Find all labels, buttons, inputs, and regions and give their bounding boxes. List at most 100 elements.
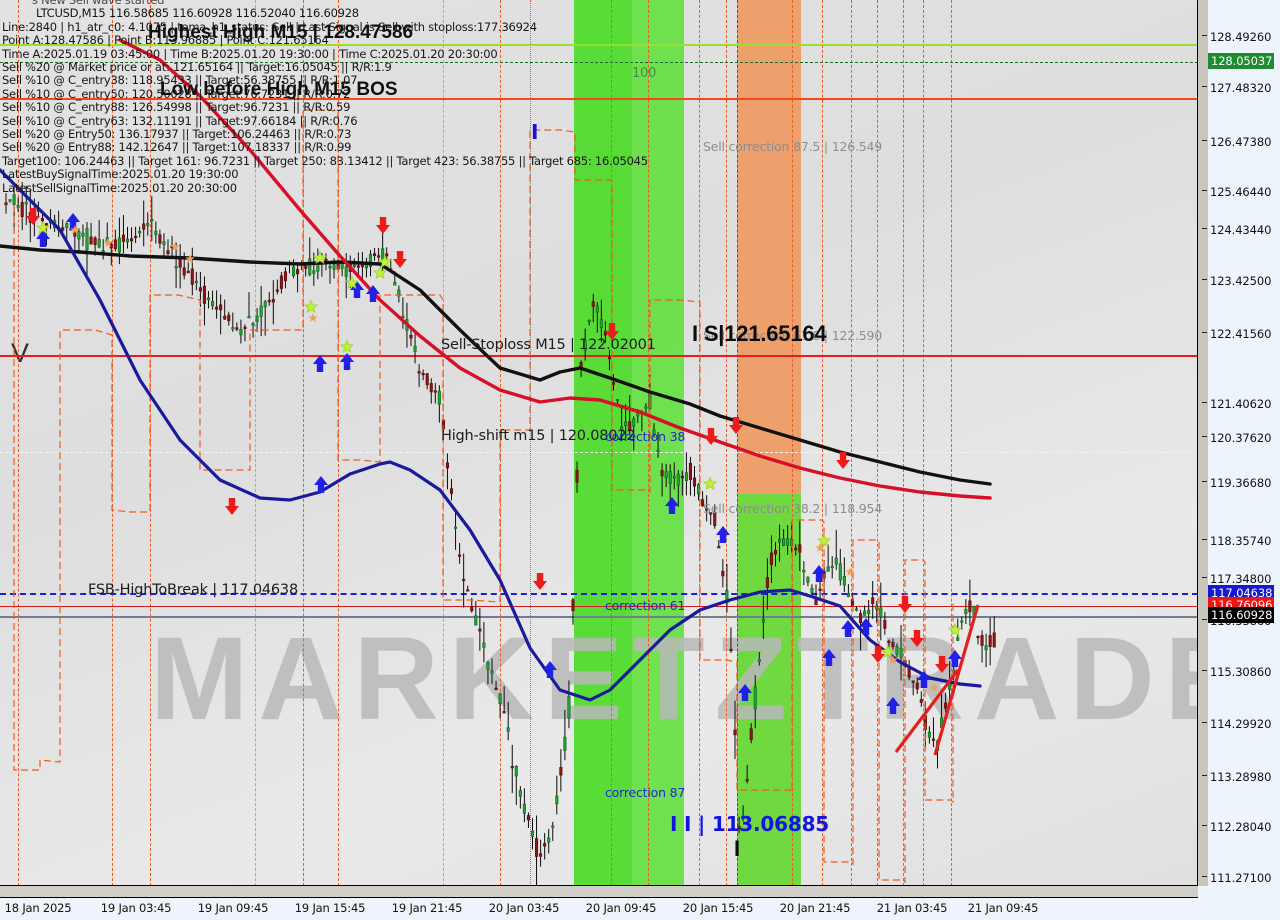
price-tick-0: 128.49260 bbox=[1202, 30, 1272, 44]
price-tick-label: 113.28980 bbox=[1210, 770, 1272, 784]
price-tick-label: 117.34800 bbox=[1210, 572, 1272, 586]
burst-marker bbox=[185, 254, 195, 264]
buy-arrow-icon bbox=[886, 697, 900, 714]
vline-18 bbox=[903, 0, 904, 885]
brand-watermark: MARKETZTRADE bbox=[150, 613, 1198, 745]
trendline-red-down-trend bbox=[894, 669, 960, 753]
price-tick-2: 126.47380 bbox=[1202, 135, 1271, 149]
readout-line-12: LatestSellSignalTime:2025.01.20 20:30:00 bbox=[2, 180, 237, 195]
readout-cutline: s New Sell wave started bbox=[32, 0, 165, 7]
price-tick-label: 125.46440 bbox=[1210, 185, 1272, 199]
signal-markers bbox=[26, 208, 963, 714]
vline-8 bbox=[530, 0, 531, 885]
price-tick-5: 123.42500 bbox=[1202, 274, 1271, 288]
sell-arrow-icon bbox=[836, 452, 850, 469]
time-tick-0: 18 Jan 2025 bbox=[4, 901, 72, 915]
buy-arrow-icon bbox=[340, 353, 354, 370]
burst-marker bbox=[815, 543, 825, 553]
hline-lime-0 bbox=[0, 44, 1197, 46]
vline-10 bbox=[648, 0, 649, 885]
hline-gray-7 bbox=[0, 616, 1197, 618]
vline-0 bbox=[18, 0, 19, 885]
price-tick-11: 117.34800 bbox=[1202, 572, 1272, 586]
burst-marker bbox=[308, 313, 318, 323]
price-tick-3: 125.46440 bbox=[1202, 185, 1272, 199]
annotation-3: Sell correction 87.5 | 126.549 bbox=[703, 139, 883, 154]
price-tick-15: 113.28980 bbox=[1202, 770, 1272, 784]
readout-line-0: Line:2840 | h1_atr_c0: 4.1075 | tema_h1_… bbox=[2, 19, 537, 34]
buy-arrow-icon bbox=[812, 565, 826, 582]
sell-arrow-icon bbox=[898, 596, 912, 613]
price-tick-label: 118.35740 bbox=[1210, 534, 1272, 548]
price-tick-16: 112.28040 bbox=[1202, 820, 1272, 834]
time-tick-1: 19 Jan 03:45 bbox=[100, 901, 172, 915]
price-tick-label: 115.30860 bbox=[1210, 665, 1272, 679]
annotation-6: correction 38 bbox=[605, 429, 686, 444]
time-tick-9: 21 Jan 03:45 bbox=[876, 901, 948, 915]
indicator-lines bbox=[0, 38, 992, 756]
series-LSMA-navy bbox=[0, 168, 982, 702]
readout-line-10: Target100: 106.24463 || Target 161: 96.7… bbox=[2, 153, 648, 168]
annotation-7: correction 61 bbox=[605, 598, 686, 613]
sell-arrow-icon bbox=[605, 323, 619, 340]
fractal-envelope bbox=[13, 109, 954, 884]
buy-arrow-icon bbox=[822, 649, 836, 666]
time-tick-2: 19 Jan 09:45 bbox=[197, 901, 269, 915]
readout-line-3: Sell %20 @ Market price or at: 121.65164… bbox=[2, 60, 392, 75]
price-tick-7: 121.40620 bbox=[1202, 397, 1271, 411]
readout-line-8: Sell %20 @ Entry50: 136.17937 || Target:… bbox=[2, 127, 352, 142]
annotation-4: Sell correction 61.8 | 122.590 bbox=[703, 328, 883, 343]
star-marker bbox=[880, 644, 896, 659]
time-tick-4: 19 Jan 21:45 bbox=[391, 901, 463, 915]
price-tick-label: 111.27100 bbox=[1210, 871, 1272, 885]
price-tick-9: 119.36680 bbox=[1202, 476, 1271, 490]
star-marker bbox=[303, 299, 319, 314]
time-scale[interactable]: 18 Jan 2025 19 Jan 03:45 19 Jan 09:45 19 Ja… bbox=[0, 886, 1280, 920]
readout-line-9: Sell %20 @ Entry88: 142.12647 || Target:… bbox=[2, 140, 352, 155]
readout-line-4: Sell %10 @ C_entry38: 118.95433 || Targe… bbox=[2, 73, 358, 88]
price-scale[interactable]: 128.49260 127.48320 126.47380 125.46440 124.… bbox=[1198, 0, 1280, 886]
hline-solid-red-3 bbox=[0, 355, 1197, 357]
price-tick-label: 124.43440 bbox=[1210, 223, 1272, 237]
price-tick-label: 127.48320 bbox=[1210, 81, 1272, 95]
series-EMA-black bbox=[0, 244, 992, 486]
sell-arrow-icon bbox=[26, 208, 40, 225]
star-marker bbox=[35, 220, 51, 235]
star-marker bbox=[372, 265, 388, 280]
annotation-0: Sell-Stoploss M15 | 122.02001 bbox=[441, 337, 656, 353]
star-marker bbox=[312, 250, 328, 265]
buy-arrow-icon bbox=[917, 671, 931, 688]
sell-arrow-icon bbox=[376, 217, 390, 234]
price-tick-label: 128.49260 bbox=[1210, 30, 1272, 44]
big-overlay-0: Highest High M15 | 128.47586 bbox=[148, 22, 414, 43]
sell-arrow-icon bbox=[935, 656, 949, 673]
buy-arrow-icon bbox=[350, 281, 364, 298]
annotation-8: correction 87 bbox=[605, 785, 686, 800]
annotation-10: I I | 113.06885 bbox=[670, 812, 830, 836]
annotation-13: I bbox=[734, 836, 740, 861]
price-tick-6: 122.41560 bbox=[1202, 327, 1271, 341]
price-tick-label: 112.28040 bbox=[1210, 820, 1272, 834]
star-marker bbox=[344, 275, 360, 290]
buy-arrow-icon bbox=[366, 285, 380, 302]
wave-label-v: V bbox=[11, 338, 30, 368]
readout-line-2: Time A:2025.01.19 03:45:00 | Time B:2025… bbox=[2, 46, 498, 61]
trendline-red-up-trend bbox=[933, 604, 980, 756]
buy-arrow-icon bbox=[738, 684, 752, 701]
burst-marker bbox=[845, 567, 855, 577]
time-tick-7: 20 Jan 15:45 bbox=[682, 901, 754, 915]
star-marker bbox=[702, 476, 718, 491]
vline-14 bbox=[792, 0, 793, 885]
sell-arrow-icon bbox=[729, 417, 743, 434]
vline-13 bbox=[737, 0, 738, 885]
buy-arrow-icon bbox=[948, 650, 962, 667]
price-tick-label: 114.29920 bbox=[1210, 717, 1272, 731]
chart-plot-area[interactable]: MARKETZTRADE V s New Sell wave started L… bbox=[0, 0, 1198, 886]
price-tick-1: 127.48320 bbox=[1202, 81, 1272, 95]
hline-dash-green-1 bbox=[0, 62, 1197, 63]
burst-marker bbox=[103, 238, 113, 248]
readout-line-1: Point A:128.47586 | Point B:113.96885 | … bbox=[2, 33, 329, 48]
annotation-1: High-shift m15 | 120.08022 bbox=[441, 428, 636, 444]
buy-arrow-icon bbox=[66, 213, 80, 230]
